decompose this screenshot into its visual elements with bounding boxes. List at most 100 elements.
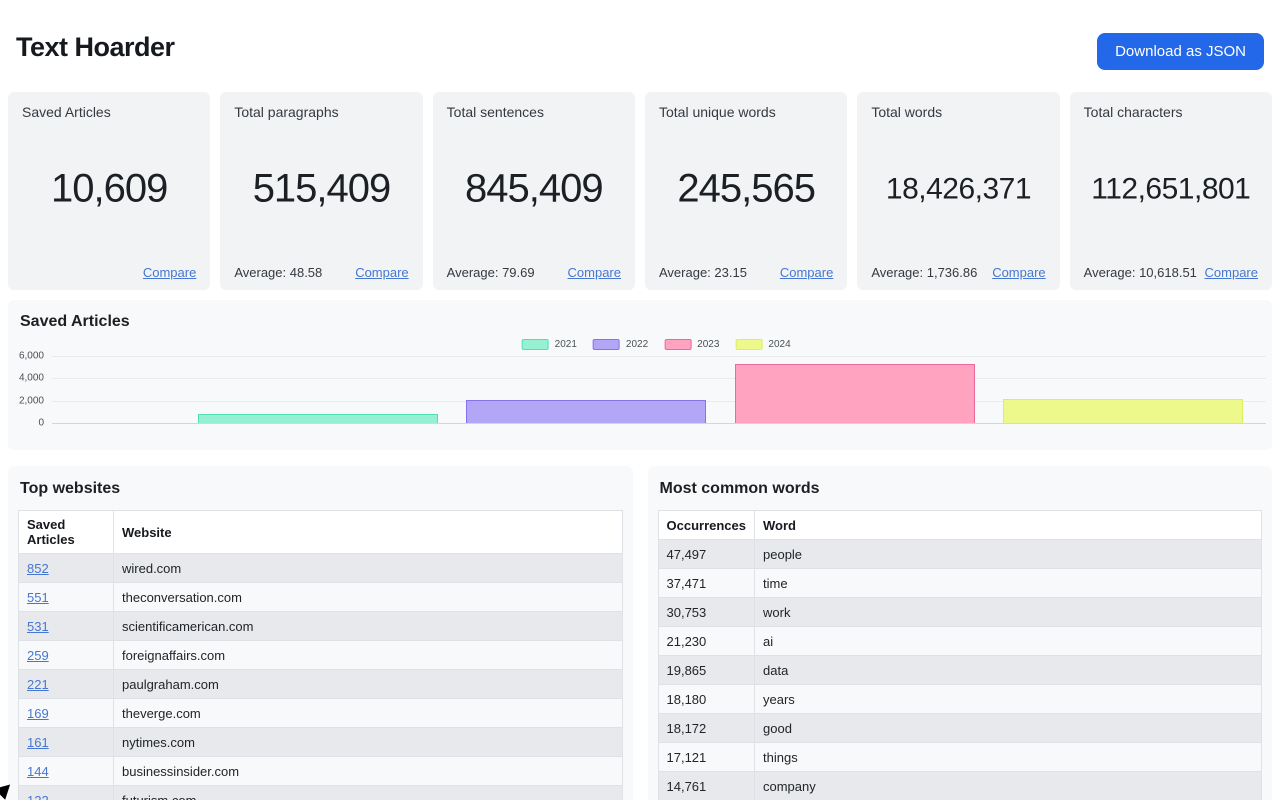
article-count-link[interactable]: 161 [27, 734, 49, 750]
word-cell: time [754, 568, 1262, 598]
word-cell: things [754, 742, 1262, 772]
occurrences-cell: 18,172 [657, 713, 755, 743]
common-words-table: Occurrences Word 47,497 people 37,471 [657, 510, 1262, 800]
stat-average: Average: 23.15 [658, 265, 747, 280]
website-cell: futurism.com [113, 785, 623, 800]
table-row: 19,865 data [657, 655, 1262, 685]
column-header-word: Word [754, 510, 1262, 540]
article-count-link[interactable]: 221 [27, 676, 49, 692]
legend-item-2021[interactable]: 2021 [521, 339, 577, 350]
saved-articles-count-cell: 144 [18, 756, 114, 786]
column-header-website: Website [113, 510, 623, 554]
bar-slot-2024 [989, 356, 1257, 423]
bar-slot-2023 [721, 356, 989, 423]
tables-row: Top websites Saved Articles Website 852 … [8, 466, 1272, 800]
word-cell: work [754, 597, 1262, 627]
column-header-occurrences: Occurrences [657, 510, 755, 540]
legend-swatch-icon [592, 339, 620, 350]
stat-average: Average: 10,618.51 [1083, 265, 1197, 280]
saved-articles-count-cell: 221 [18, 669, 114, 699]
stat-card-total-paragraphs: Total paragraphs 515,409 Average: 48.58 … [220, 92, 423, 290]
table-row: 37,471 time [657, 568, 1262, 598]
legend-label: 2022 [625, 339, 649, 350]
stat-value: 845,409 [465, 166, 604, 211]
legend-swatch-icon [521, 339, 549, 350]
occurrences-cell: 14,761 [657, 771, 755, 800]
occurrences-cell: 21,230 [657, 626, 755, 656]
bar-2023[interactable] [734, 364, 975, 423]
compare-link[interactable]: Compare [992, 265, 1046, 280]
occurrences-cell: 17,121 [657, 742, 755, 772]
word-cell: company [754, 771, 1262, 800]
stat-value: 18,426,371 [885, 172, 1032, 206]
website-cell: nytimes.com [113, 727, 623, 757]
table-row: 852 wired.com [18, 553, 623, 583]
legend-item-2022[interactable]: 2022 [592, 339, 649, 350]
article-count-link[interactable]: 531 [27, 618, 49, 634]
bar-slot-2021 [184, 356, 452, 423]
legend-item-2023[interactable]: 2023 [664, 339, 719, 350]
article-count-link[interactable]: 122 [27, 792, 49, 800]
compare-link[interactable]: Compare [1204, 265, 1258, 280]
table-row: 221 paulgraham.com [18, 669, 623, 699]
occurrences-cell: 47,497 [657, 539, 755, 569]
saved-articles-count-cell: 852 [18, 553, 114, 583]
compare-link[interactable]: Compare [779, 265, 834, 280]
compare-link[interactable]: Compare [567, 265, 621, 280]
stat-card-total-words: Total words 18,426,371 Average: 1,736.86… [857, 92, 1060, 290]
website-cell: businessinsider.com [113, 756, 623, 786]
table-row: 144 businessinsider.com [18, 756, 623, 786]
common-words-title: Most common words [659, 480, 820, 497]
stat-label: Total sentences [446, 104, 544, 120]
bar-2021[interactable] [198, 414, 439, 423]
website-cell: paulgraham.com [113, 669, 623, 699]
website-cell: foreignaffairs.com [113, 640, 623, 670]
article-count-link[interactable]: 259 [27, 647, 49, 663]
stat-average: Average: 48.58 [234, 265, 323, 280]
occurrences-cell: 18,180 [657, 684, 755, 714]
table-row: 551 theconversation.com [18, 582, 623, 612]
saved-articles-chart-panel: Saved Articles 2021 2022 2023 2024 0 2,000 4,… [8, 300, 1272, 450]
table-header-row: Occurrences Word [657, 510, 1262, 540]
stat-card-total-characters: Total characters 112,651,801 Average: 10… [1069, 92, 1272, 290]
occurrences-cell: 37,471 [657, 568, 755, 598]
stat-label: Total unique words [658, 104, 776, 120]
article-count-link[interactable]: 852 [27, 560, 49, 576]
table-row: 531 scientificamerican.com [18, 611, 623, 641]
stat-value: 245,565 [677, 166, 816, 211]
legend-swatch-icon [664, 339, 692, 350]
header: Text Hoarder Download as JSON [8, 0, 1272, 92]
saved-articles-count-cell: 531 [18, 611, 114, 641]
stat-label: Total words [871, 104, 943, 120]
y-axis-tick: 2,000 [18, 395, 44, 407]
stat-card-saved-articles: Saved Articles 10,609 Compare [8, 92, 211, 290]
website-cell: theconversation.com [113, 582, 623, 612]
bar-2022[interactable] [466, 400, 707, 423]
word-cell: data [754, 655, 1262, 685]
legend-swatch-icon [735, 339, 763, 350]
compare-link[interactable]: Compare [355, 265, 409, 280]
stat-card-total-sentences: Total sentences 845,409 Average: 79.69 C… [432, 92, 635, 290]
article-count-link[interactable]: 169 [27, 705, 49, 721]
article-count-link[interactable]: 551 [27, 589, 49, 605]
stat-average: Average: 1,736.86 [871, 265, 978, 280]
word-cell: good [754, 713, 1262, 743]
common-words-body: 47,497 people 37,471 time 30,753 work [657, 539, 1262, 800]
stat-value: 112,651,801 [1091, 172, 1251, 206]
column-header-saved-articles: Saved Articles [18, 510, 114, 554]
article-count-link[interactable]: 144 [27, 763, 49, 779]
bar-2024[interactable] [1002, 399, 1243, 423]
compare-link[interactable]: Compare [142, 265, 197, 280]
word-cell: ai [754, 626, 1262, 656]
chart-plot-area: 0 2,000 4,000 6,000 [8, 351, 1266, 429]
top-websites-table: Saved Articles Website 852 wired.com 551 [18, 510, 623, 800]
saved-articles-count-cell: 161 [18, 727, 114, 757]
stat-label: Total characters [1083, 104, 1183, 120]
legend-item-2024[interactable]: 2024 [735, 339, 791, 350]
download-json-button[interactable]: Download as JSON [1097, 33, 1264, 70]
stats-row: Saved Articles 10,609 Compare Total para… [8, 92, 1272, 290]
gridline-0 [52, 423, 1266, 424]
table-row: 47,497 people [657, 539, 1262, 569]
website-cell: theverge.com [113, 698, 623, 728]
